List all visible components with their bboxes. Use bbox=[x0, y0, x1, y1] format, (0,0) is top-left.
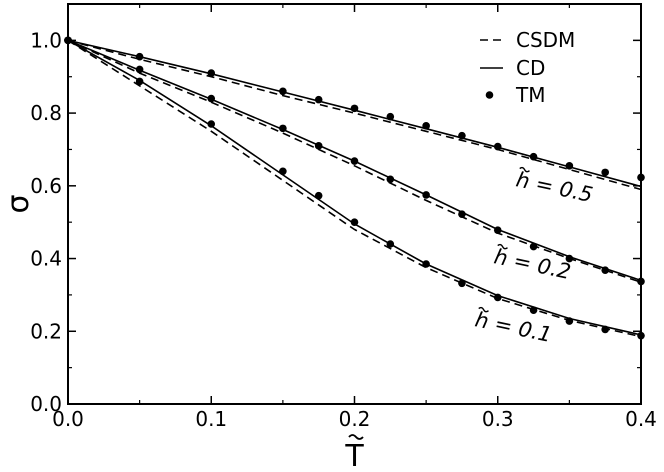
y-tick-label: 0.8 bbox=[30, 101, 62, 125]
csdm-line-0 bbox=[67, 39, 642, 191]
tm-point bbox=[601, 325, 609, 334]
tm-point bbox=[422, 260, 430, 268]
tm-point bbox=[565, 254, 574, 263]
legend-swatch-marker bbox=[485, 91, 494, 99]
x-axis-label: T bbox=[344, 439, 364, 472]
tm-point bbox=[386, 240, 395, 248]
plot-frame bbox=[67, 3, 642, 405]
tm-point bbox=[493, 226, 502, 234]
legend-label: CD bbox=[516, 56, 545, 80]
y-tick-label: 1.0 bbox=[30, 28, 62, 52]
tm-point bbox=[458, 210, 466, 218]
tm-point bbox=[386, 112, 395, 121]
y-axis-label: σ bbox=[1, 194, 36, 213]
tm-point bbox=[135, 52, 144, 61]
tm-point bbox=[529, 152, 538, 161]
curve-annotation-text: h = 0.1 bbox=[473, 307, 554, 347]
tm-point bbox=[279, 167, 287, 176]
tm-point bbox=[386, 175, 395, 184]
tm-point bbox=[350, 104, 359, 113]
csdm-line-2 bbox=[67, 39, 642, 338]
curve-annotation-text: h = 0.5 bbox=[514, 167, 595, 207]
x-axis-label-tilde bbox=[348, 434, 364, 440]
curve-annotation-2: h = 0.1 bbox=[473, 306, 554, 347]
tm-point bbox=[637, 277, 645, 286]
tm-point bbox=[458, 279, 466, 288]
tm-point bbox=[350, 157, 359, 165]
legend: CSDM CD TM bbox=[480, 28, 575, 107]
tm-point bbox=[601, 266, 609, 274]
tm-point bbox=[493, 142, 502, 151]
annotation-tilde bbox=[519, 166, 530, 173]
tm-point bbox=[637, 331, 645, 340]
tm-point bbox=[279, 87, 287, 96]
tm-point bbox=[529, 306, 538, 314]
series-layer bbox=[64, 36, 645, 340]
tm-point bbox=[64, 36, 72, 45]
tm-point bbox=[314, 142, 323, 150]
x-tick-label: 0.2 bbox=[339, 407, 371, 431]
tm-point bbox=[565, 317, 574, 325]
axes: 0.0 0.1 0.2 0.3 0.4 0.0 0.2 0.4 0.6 0.8 1.0 Tσ bbox=[1, 3, 657, 472]
tm-point bbox=[350, 218, 359, 226]
tm-point bbox=[458, 131, 466, 140]
x-tick-label: 0.1 bbox=[195, 407, 227, 431]
tm-point bbox=[314, 95, 323, 104]
curve-annotation-text: h = 0.2 bbox=[492, 244, 573, 284]
csdm-line-1 bbox=[67, 39, 642, 283]
y-tick-label: 0.0 bbox=[30, 392, 62, 416]
tm-point bbox=[207, 69, 216, 77]
tm-point bbox=[279, 124, 287, 133]
tm-point bbox=[314, 191, 323, 200]
y-tick-label: 0.4 bbox=[30, 247, 62, 271]
tm-point bbox=[565, 162, 574, 170]
legend-label: CSDM bbox=[516, 28, 575, 52]
y-tick-label: 0.2 bbox=[30, 319, 62, 343]
annotation-tilde bbox=[497, 243, 508, 250]
tm-point bbox=[422, 122, 430, 130]
curve-annotation-0: h = 0.5 bbox=[514, 166, 595, 207]
x-tick-label: 0.4 bbox=[625, 407, 657, 431]
tm-point bbox=[135, 77, 144, 86]
tm-point bbox=[493, 293, 502, 302]
tm-point bbox=[529, 242, 538, 251]
annotation-tilde bbox=[478, 306, 489, 313]
tm-point bbox=[207, 120, 216, 128]
tm-point bbox=[207, 94, 216, 103]
tm-point bbox=[422, 191, 430, 199]
x-tick-label: 0.3 bbox=[482, 407, 514, 431]
tm-point bbox=[601, 168, 609, 177]
legend-label: TM bbox=[515, 83, 545, 107]
tm-point bbox=[135, 65, 144, 74]
tm-point bbox=[637, 173, 645, 182]
x-tick-label: 0.0 bbox=[52, 407, 84, 431]
y-tick-label: 0.6 bbox=[30, 174, 62, 198]
